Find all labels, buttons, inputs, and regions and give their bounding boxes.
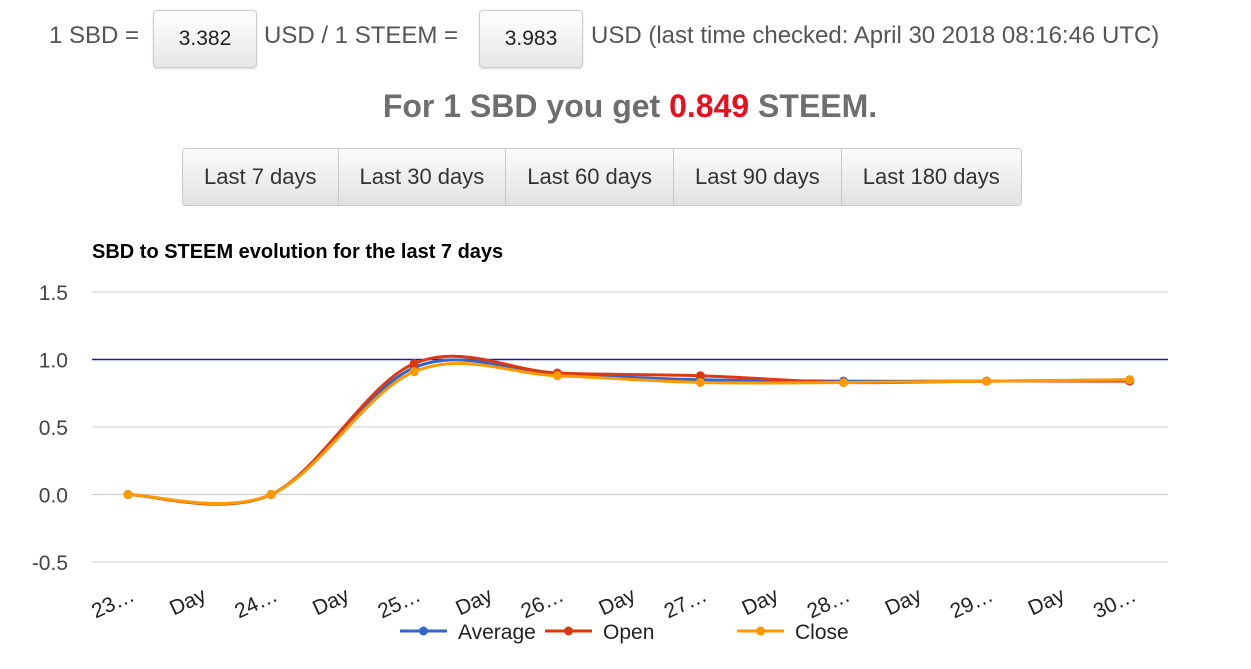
data-point — [695, 377, 705, 387]
legend-label: Close — [795, 621, 849, 644]
legend-label: Open — [603, 621, 654, 644]
chart-title: SBD to STEEM evolution for the last 7 da… — [92, 241, 503, 263]
usd-steem-label: USD / 1 STEEM = — [264, 22, 459, 49]
data-point — [695, 371, 705, 381]
range-button[interactable]: Last 180 days — [841, 149, 1021, 205]
legend-entry: Open — [545, 621, 654, 644]
x-tick-label: Day — [309, 583, 353, 620]
summary: For 1 SBD you get 0.849 STEEM. — [0, 88, 1251, 125]
steem-value[interactable]: 3.983 — [479, 10, 583, 68]
legend-entry: Average — [400, 621, 536, 644]
y-tick-label: -0.5 — [32, 552, 68, 575]
x-tick-label: 25… — [374, 584, 424, 624]
range-buttons: Last 7 days Last 30 days Last 60 days Last … — [182, 148, 1022, 206]
summary-suffix: STEEM. — [758, 88, 878, 124]
legend-label: Average — [458, 621, 536, 644]
checked-label: USD (last time checked: April 30 2018 08… — [591, 22, 1160, 49]
data-point — [266, 490, 276, 499]
x-tick-label: 23… — [88, 584, 138, 624]
x-tick-label: 27… — [661, 584, 711, 624]
range-button[interactable]: Last 60 days — [506, 149, 675, 205]
x-tick-label: 24… — [231, 584, 281, 624]
x-tick-label: 29… — [947, 584, 997, 624]
x-tick-label: 30… — [1090, 584, 1140, 624]
x-tick-label: Day — [595, 583, 639, 620]
data-point — [982, 376, 992, 386]
range-button[interactable]: Last 7 days — [183, 149, 339, 205]
data-point — [552, 371, 562, 381]
data-point — [839, 377, 848, 387]
legend-dot — [419, 626, 428, 636]
legend-dot — [756, 626, 765, 636]
y-tick-label: 1.5 — [39, 282, 68, 305]
y-tick-label: 0.5 — [39, 417, 68, 440]
summary-value: 0.849 — [669, 88, 750, 124]
range-button[interactable]: Last 30 days — [338, 149, 507, 205]
sbd-label: 1 SBD = — [49, 22, 140, 49]
x-tick-label: Day — [166, 583, 210, 620]
data-point — [409, 367, 419, 377]
x-tick-label: Day — [882, 583, 926, 620]
summary-prefix: For 1 SBD you get — [382, 88, 661, 124]
x-tick-label: Day — [1025, 583, 1069, 620]
x-tick-label: Day — [452, 583, 496, 620]
series-line — [127, 361, 1130, 506]
data-point — [409, 359, 419, 369]
data-point — [123, 490, 133, 499]
data-point — [1125, 375, 1135, 385]
legend-dot — [564, 626, 573, 636]
x-tick-label: Day — [738, 583, 782, 620]
sbd-value[interactable]: 3.382 — [153, 10, 257, 68]
y-tick-label: 0.0 — [39, 485, 68, 508]
x-tick-label: 28… — [804, 584, 854, 624]
y-tick-label: 1.0 — [39, 350, 68, 373]
range-button[interactable]: Last 90 days — [674, 149, 842, 205]
legend-entry: Close — [737, 621, 849, 644]
x-tick-label: 26… — [517, 584, 567, 624]
